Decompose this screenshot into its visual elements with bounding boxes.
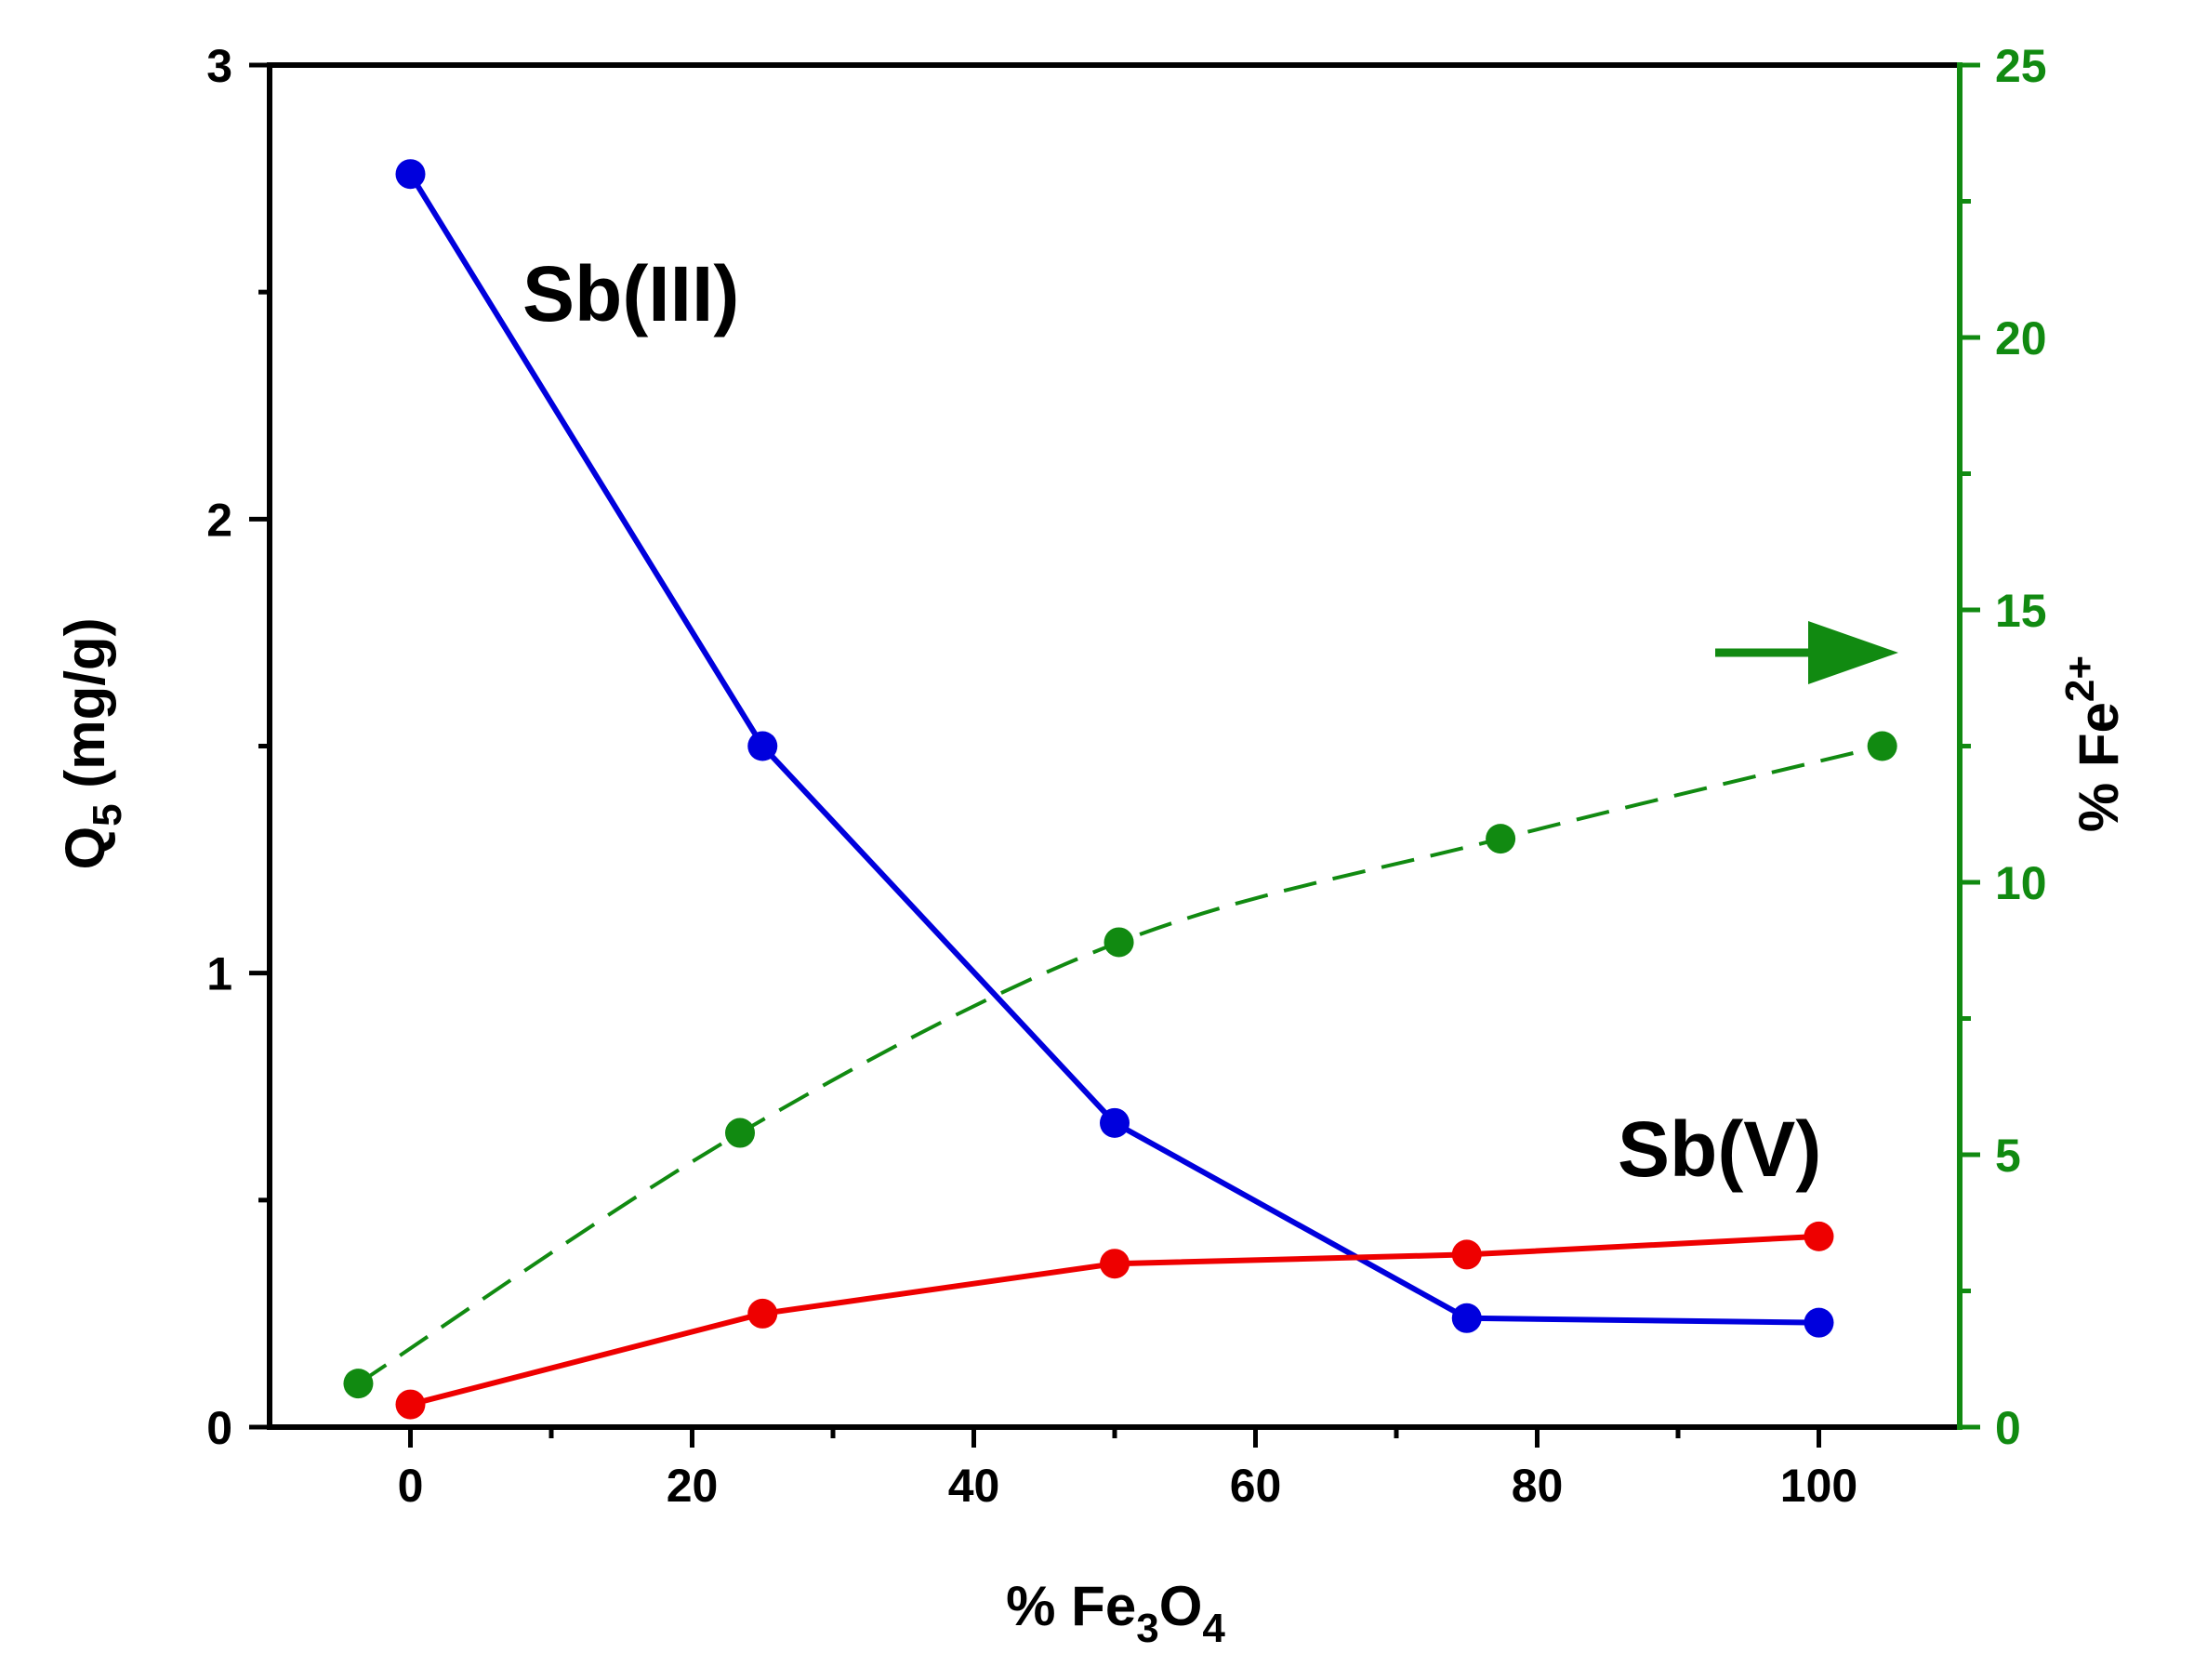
data-point-sb-v <box>747 1298 778 1329</box>
y-left-axis-title: Q5 (mg/g) <box>54 617 130 869</box>
data-point-sb-v <box>1451 1239 1482 1270</box>
y-right-tick-label: 20 <box>1995 312 2047 364</box>
y-left-ticks: 0 1 2 3 <box>206 40 270 1454</box>
data-point-sb-v <box>395 1389 426 1420</box>
series-line-sb-iii <box>407 172 1819 1326</box>
x-tick-label: 40 <box>948 1460 1000 1512</box>
x-tick-label: 0 <box>398 1460 424 1512</box>
y-left-tick-label: 2 <box>206 494 232 546</box>
x-ticks: 0 20 40 60 80 100 <box>398 1427 1857 1512</box>
y-left-tick-label: 3 <box>206 40 232 92</box>
data-point-sb-iii <box>747 731 778 761</box>
x-axis-title: % Fe3O4 <box>1006 1575 1225 1651</box>
x-tick-label: 80 <box>1512 1460 1564 1512</box>
data-point-fe2 <box>1486 824 1516 854</box>
right-axis-arrow-icon <box>1715 621 1898 684</box>
y-right-tick-label: 15 <box>1995 585 2047 637</box>
y-left-tick-label: 1 <box>206 948 232 1000</box>
y-right-ticks: 0 5 10 15 20 25 <box>1960 40 2047 1454</box>
data-point-fe2 <box>1867 731 1897 761</box>
x-tick-label: 100 <box>1780 1460 1857 1512</box>
y-left-tick-label: 0 <box>206 1402 232 1454</box>
x-tick-label: 60 <box>1230 1460 1282 1512</box>
data-point-sb-v <box>1100 1249 1130 1279</box>
data-point-fe2 <box>343 1369 374 1399</box>
x-tick-label: 20 <box>667 1460 719 1512</box>
y-right-axis-title: % Fe2+ <box>2057 655 2130 832</box>
data-point-sb-iii <box>1100 1107 1130 1138</box>
data-point-sb-iii <box>1451 1303 1482 1333</box>
series-layer <box>343 159 1897 1420</box>
series-line-fe2 <box>357 744 1883 1385</box>
y-right-tick-label: 10 <box>1995 857 2047 909</box>
series-label-sb-iii: Sb(III) <box>522 250 739 337</box>
data-point-fe2 <box>1104 927 1134 958</box>
y-right-tick-label: 0 <box>1995 1402 2021 1454</box>
data-point-sb-iii <box>1804 1307 1834 1338</box>
data-point-sb-v <box>1804 1221 1834 1251</box>
series-label-sb-v: Sb(V) <box>1618 1105 1821 1193</box>
data-point-fe2 <box>725 1118 756 1148</box>
y-right-tick-label: 5 <box>1995 1130 2021 1182</box>
y-right-tick-label: 25 <box>1995 40 2047 92</box>
data-point-sb-iii <box>395 159 426 190</box>
